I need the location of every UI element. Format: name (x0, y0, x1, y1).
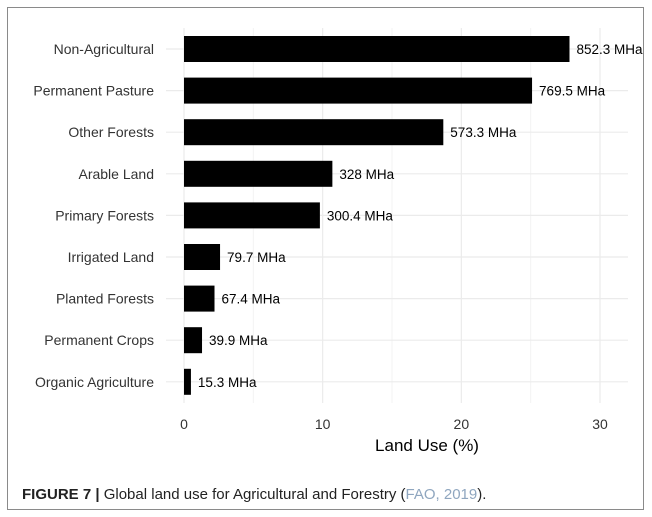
bar-value-label: 15.3 MHa (198, 375, 257, 390)
caption-end: ). (477, 486, 487, 503)
caption-text: Global land use for Agricultural and For… (99, 486, 406, 503)
category-labels: Non-Agricultural Permanent Pasture Other F… (33, 41, 154, 390)
bar-value-label: 852.3 MHa (576, 42, 643, 57)
x-axis-title: Land Use (%) (375, 436, 479, 455)
bar-value-label: 79.7 MHa (227, 250, 286, 265)
bars-group (184, 36, 570, 395)
bar-value-label: 328 MHa (339, 167, 394, 182)
value-labels: 852.3 MHa 769.5 MHa 573.3 MHa 328 MHa 300.4 … (198, 42, 643, 390)
x-tick-label: 0 (180, 416, 188, 432)
figure-caption: FIGURE 7 | Global land use for Agricultu… (22, 486, 486, 503)
bar (184, 244, 221, 270)
bar (184, 36, 570, 62)
bar (184, 77, 533, 104)
category-label: Planted Forests (56, 291, 154, 307)
category-label: Primary Forests (55, 207, 154, 223)
bar (184, 285, 215, 312)
category-label: Permanent Crops (44, 332, 154, 348)
bar-value-label: 67.4 MHa (222, 292, 281, 307)
x-tick-label: 20 (454, 416, 470, 432)
bar (184, 119, 444, 146)
category-label: Organic Agriculture (35, 374, 154, 390)
bar (184, 368, 191, 395)
x-tick-label: 30 (592, 416, 608, 432)
bar-value-label: 573.3 MHa (450, 125, 517, 140)
x-tick-labels: 0 10 20 30 (180, 416, 608, 432)
bar-value-label: 39.9 MHa (209, 333, 268, 348)
category-label: Non-Agricultural (54, 41, 154, 57)
bar-chart: Non-Agricultural Permanent Pasture Other F… (33, 28, 643, 455)
category-label: Arable Land (78, 166, 154, 182)
caption-citation-link[interactable]: FAO, 2019 (405, 486, 478, 503)
bar-value-label: 300.4 MHa (327, 208, 394, 223)
category-label: Irrigated Land (68, 249, 154, 265)
x-tick-label: 10 (315, 416, 331, 432)
figure-label: FIGURE 7 | (22, 486, 100, 503)
category-label: Permanent Pasture (33, 83, 154, 99)
category-label: Other Forests (68, 124, 154, 140)
bar-value-label: 769.5 MHa (539, 84, 606, 99)
bar (184, 327, 203, 354)
bar (184, 160, 333, 187)
bar (184, 202, 320, 229)
